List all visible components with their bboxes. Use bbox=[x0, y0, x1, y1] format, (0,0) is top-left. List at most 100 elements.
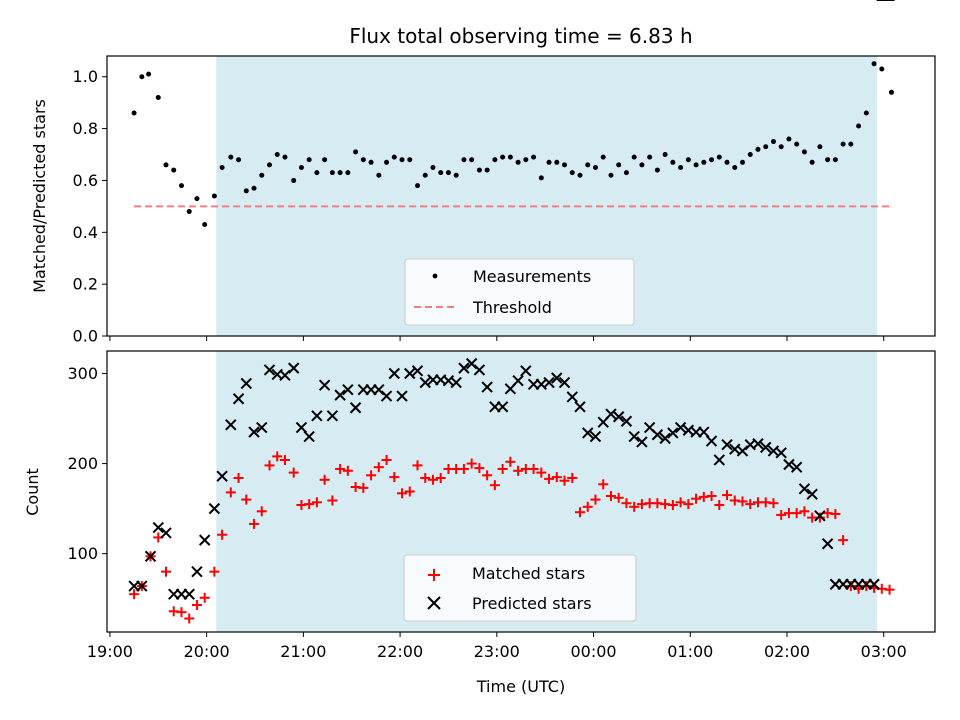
x-b bbox=[136, 580, 148, 592]
legend-matched-label: Matched stars bbox=[472, 564, 585, 583]
x-b bbox=[721, 438, 733, 451]
matched-star-point bbox=[683, 499, 694, 510]
matched-star-point bbox=[575, 507, 586, 518]
predicted-star-point bbox=[388, 367, 400, 380]
x-b bbox=[326, 410, 339, 422]
matched-star-point bbox=[830, 509, 841, 520]
matched-star-point bbox=[233, 472, 244, 483]
x-b bbox=[566, 391, 578, 403]
predicted-star-point bbox=[783, 458, 795, 471]
x-b bbox=[450, 376, 462, 389]
measurement-point bbox=[155, 94, 161, 100]
predicted-star-point bbox=[721, 438, 733, 451]
y-tick-label: 200 bbox=[67, 454, 98, 473]
predicted-star-point bbox=[543, 376, 555, 389]
measurement-point bbox=[306, 157, 312, 163]
top-legend: Measurements Threshold bbox=[404, 258, 635, 326]
predicted-star-point bbox=[790, 461, 803, 473]
measurement-point bbox=[415, 183, 420, 189]
predicted-star-point bbox=[326, 410, 339, 422]
measurement-point bbox=[399, 157, 405, 163]
x-b bbox=[775, 447, 787, 459]
measurement-point bbox=[430, 164, 436, 170]
x-b bbox=[605, 408, 617, 420]
measurement-point bbox=[763, 144, 769, 150]
matched-star-point bbox=[161, 566, 172, 577]
measurement-point bbox=[236, 157, 242, 163]
measurement-point bbox=[639, 162, 645, 168]
predicted-star-point bbox=[318, 379, 331, 391]
matched-star-point bbox=[582, 501, 593, 512]
predicted-star-point bbox=[705, 435, 718, 447]
measurement-point bbox=[298, 164, 304, 170]
matched-star-point bbox=[199, 592, 210, 603]
matched-star-point bbox=[342, 465, 353, 476]
matched-star-point bbox=[629, 501, 640, 512]
measurement-point bbox=[345, 170, 351, 176]
matched-star-point bbox=[567, 472, 578, 483]
measurement-point bbox=[848, 141, 854, 147]
legend-predicted-marker bbox=[427, 596, 441, 610]
x-b bbox=[318, 379, 331, 391]
predicted-star-point bbox=[349, 402, 362, 414]
predicted-star-point bbox=[198, 534, 211, 546]
y-tick-label: 0.0 bbox=[73, 327, 98, 346]
matched-star-point bbox=[621, 498, 632, 509]
measurement-point bbox=[740, 159, 746, 165]
matched-star-point bbox=[528, 463, 539, 474]
x-tick-label: 03:00 bbox=[861, 642, 907, 661]
predicted-star-point bbox=[136, 580, 148, 592]
measurement-point bbox=[171, 167, 177, 173]
predicted-star-point bbox=[450, 376, 462, 389]
measurement-point bbox=[484, 167, 490, 173]
x-b bbox=[744, 438, 756, 451]
matched-star-point bbox=[791, 508, 802, 519]
measurement-point bbox=[786, 136, 792, 142]
matched-star-point bbox=[373, 462, 384, 473]
measurement-point bbox=[546, 159, 552, 165]
x-tick-label: 21:00 bbox=[280, 642, 326, 661]
predicted-star-point bbox=[279, 369, 291, 382]
matched-star-point bbox=[209, 566, 220, 577]
predicted-star-point bbox=[380, 390, 393, 402]
x-b bbox=[612, 411, 625, 423]
matched-star-point bbox=[737, 496, 748, 507]
predicted-star-point bbox=[404, 367, 416, 380]
measurement-point bbox=[422, 172, 428, 178]
predicted-star-point bbox=[473, 364, 486, 376]
predicted-star-point bbox=[287, 362, 300, 374]
x-axis-label: Time (UTC) bbox=[476, 677, 565, 696]
x-b bbox=[520, 365, 532, 377]
x-b bbox=[380, 390, 393, 402]
measurement-point bbox=[701, 159, 707, 165]
x-b bbox=[636, 436, 648, 448]
matched-star-point bbox=[675, 497, 686, 508]
predicted-star-point bbox=[636, 436, 648, 448]
predicted-star-point bbox=[605, 408, 617, 420]
legend-threshold-label: Threshold bbox=[472, 298, 552, 317]
predicted-star-point bbox=[736, 445, 749, 457]
top-panel: 0.0 0.2 0.4 0.6 0.8 1.0 Matched/Predicted sta… bbox=[30, 55, 936, 346]
matched-star-point bbox=[884, 584, 895, 595]
predicted-star-point bbox=[334, 389, 346, 401]
matched-star-point bbox=[366, 470, 377, 481]
matched-star-point bbox=[241, 494, 252, 505]
measurement-point bbox=[186, 209, 192, 215]
predicted-star-point bbox=[821, 538, 834, 550]
matched-star-point bbox=[814, 512, 825, 523]
x-b bbox=[411, 365, 424, 377]
x-tick-label: 02:00 bbox=[764, 642, 810, 661]
x-b bbox=[216, 470, 228, 482]
matched-star-point bbox=[482, 470, 493, 481]
x-b bbox=[783, 458, 795, 471]
matched-star-point bbox=[397, 488, 408, 499]
x-b bbox=[303, 430, 315, 443]
x-b bbox=[256, 421, 268, 434]
x-b bbox=[736, 445, 749, 457]
predicted-star-point bbox=[191, 565, 203, 578]
matched-star-point bbox=[311, 497, 322, 508]
x-tick-label: 01:00 bbox=[667, 642, 713, 661]
matched-star-point bbox=[458, 463, 469, 474]
measurement-point bbox=[492, 157, 498, 163]
